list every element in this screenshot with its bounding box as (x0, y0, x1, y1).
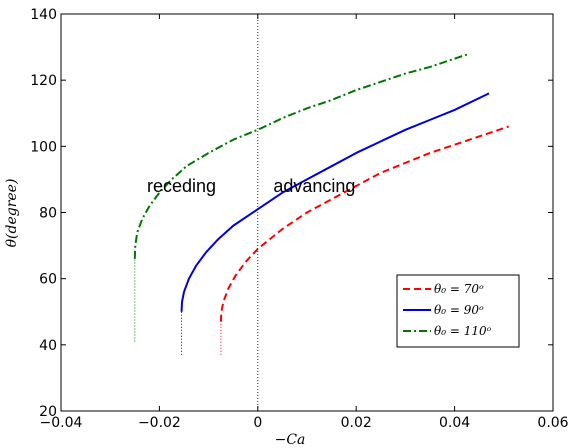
x-tick-label: 0 (253, 415, 262, 431)
axis-ticks: −0.04 −0.02 0 0.02 0.04 0.06 20 40 60 80 100 120 140 (30, 7, 568, 431)
y-tick-label: 80 (39, 206, 57, 222)
y-tick-label: 140 (30, 7, 57, 23)
x-tick-label: −0.04 (40, 415, 83, 431)
legend-entry-label: θ₀ = 90ᵒ (434, 303, 484, 317)
series-line-1 (219, 125, 510, 322)
legend-entry-label: θ₀ = 110ᵒ (434, 324, 492, 338)
y-tick-label: 60 (39, 272, 57, 288)
x-tick-label: 0.04 (439, 415, 470, 431)
legend-entry-label: θ₀ = 70ᵒ (434, 282, 484, 296)
series-group (133, 52, 510, 355)
y-tick-label: 100 (30, 139, 57, 155)
x-tick-label: 0.02 (341, 415, 372, 431)
annotations: receding advancing (147, 176, 355, 196)
x-tick-label: −0.02 (138, 415, 181, 431)
legend: θ₀ = 70ᵒ θ₀ = 90ᵒ θ₀ = 110ᵒ (396, 274, 520, 348)
y-axis-label: θ(degree) (4, 179, 20, 248)
series-line-2 (180, 92, 490, 312)
annotation-label: receding (147, 176, 216, 196)
series-line-3 (133, 52, 470, 259)
x-tick-label: 0.06 (537, 415, 568, 431)
y-tick-label: 120 (30, 73, 57, 89)
y-tick-label: 20 (39, 404, 57, 420)
x-axis-label: −Ca (275, 432, 306, 448)
y-tick-label: 40 (39, 338, 57, 354)
annotation-label: advancing (273, 176, 355, 196)
